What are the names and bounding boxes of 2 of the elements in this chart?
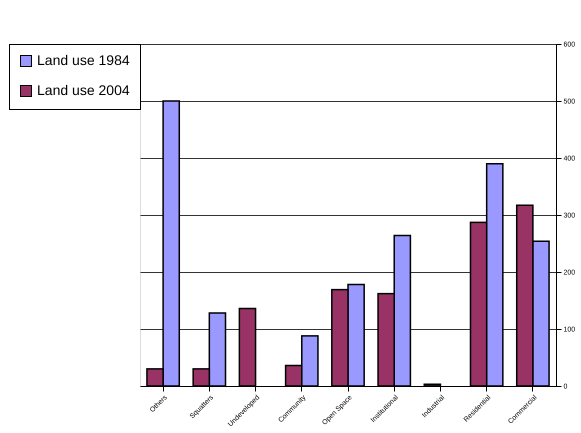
legend-label: Land use 1984 [37,52,130,68]
legend-label: Land use 2004 [37,82,130,98]
